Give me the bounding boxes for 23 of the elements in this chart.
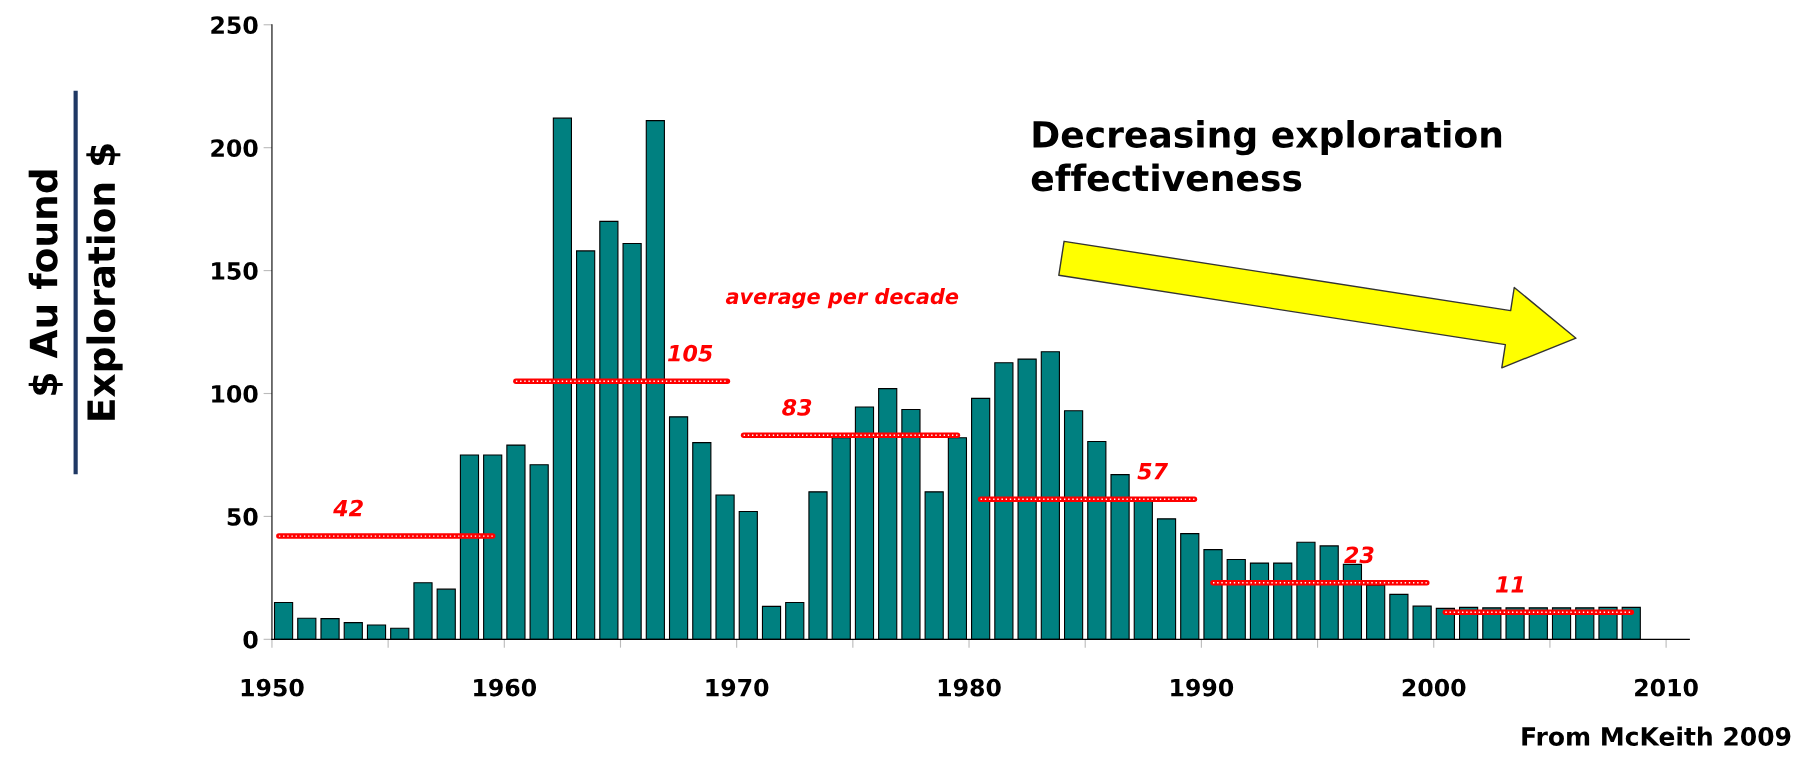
data-label: 105 <box>667 344 713 362</box>
y-tick-label: 0 <box>243 630 258 649</box>
data-label: 57 <box>1137 463 1169 480</box>
x-tick-label: 2010 <box>1635 678 1698 697</box>
data-label: 42 <box>333 499 363 517</box>
x-tick-label: 2000 <box>1402 678 1466 697</box>
y-tick-label: 100 <box>212 384 258 403</box>
x-tick-label: 1960 <box>474 678 537 697</box>
y-tick-label: 50 <box>227 507 258 526</box>
x-tick-label: 1990 <box>1171 678 1234 697</box>
data-label: 83 <box>782 398 812 416</box>
y-tick-label: 250 <box>211 16 258 35</box>
x-tick-label: 1970 <box>706 678 769 697</box>
x-tick-label: 1980 <box>938 678 1001 697</box>
y-axis-title: $ Au found Exploration $ <box>28 144 123 420</box>
text: From McKeith 2009 <box>1522 726 1791 746</box>
annotation: Decreasing exploration effectiveness <box>1031 120 1502 192</box>
annotation: average per decade <box>725 288 959 309</box>
y-tick-label: 150 <box>212 262 258 280</box>
y-tick-label: 200 <box>211 139 258 157</box>
data-label: 11 <box>1495 576 1524 593</box>
data-label: 23 <box>1344 546 1374 564</box>
x-tick-label: 1950 <box>241 678 304 697</box>
